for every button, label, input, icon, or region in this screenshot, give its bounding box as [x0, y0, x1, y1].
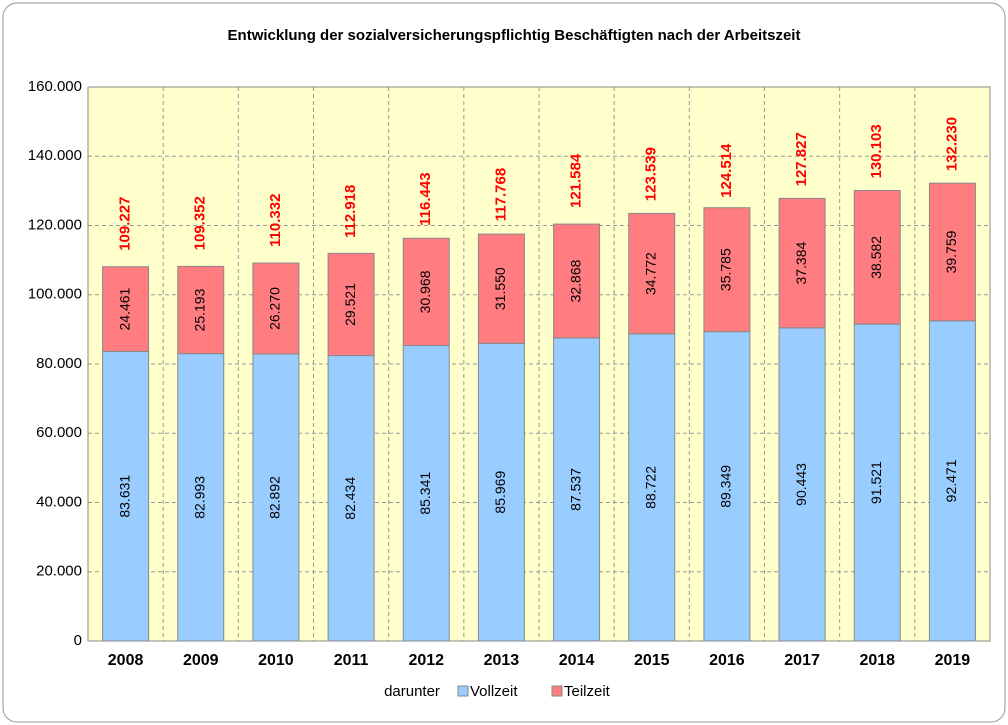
bar-segment [853, 190, 901, 325]
x-tick-label: 2015 [634, 652, 670, 669]
x-tick-label: 2019 [935, 652, 971, 669]
legend-swatch [551, 685, 563, 697]
total-label: 112.918 [342, 185, 359, 238]
legend-label: Vollzeit [470, 683, 518, 700]
total-label: 127.827 [793, 132, 810, 186]
total-label: 130.103 [868, 124, 885, 178]
data-label: 82.434 [342, 477, 358, 520]
data-label: 83.631 [116, 475, 132, 518]
bar-segment [928, 182, 976, 322]
plot-border [87, 86, 991, 642]
data-label: 82.892 [267, 476, 283, 519]
data-label: 90.443 [793, 463, 809, 506]
data-label: 31.550 [492, 267, 508, 310]
bar-segment [703, 331, 751, 642]
data-label: 39.759 [943, 230, 959, 273]
x-tick-label: 2018 [859, 652, 895, 669]
y-tick-label: 100.000 [28, 286, 82, 303]
y-tick-label: 20.000 [36, 563, 82, 580]
bar-segment [553, 337, 601, 642]
total-label: 117.768 [492, 168, 509, 221]
data-label: 88.722 [642, 466, 658, 509]
y-tick-label: 160.000 [28, 78, 82, 95]
data-label: 35.785 [718, 248, 734, 291]
data-label: 89.349 [718, 465, 734, 508]
total-label: 121.584 [568, 153, 585, 208]
x-tick-label: 2013 [484, 652, 520, 669]
bar-segment [402, 237, 450, 347]
bar-segment [553, 223, 601, 339]
x-tick-label: 2011 [334, 652, 369, 669]
legend-label: Teilzeit [564, 683, 611, 700]
data-label: 29.521 [342, 283, 358, 326]
x-tick-label: 2010 [258, 652, 294, 669]
y-tick-label: 140.000 [28, 147, 82, 164]
bar-segment [102, 350, 150, 642]
bar-segment [177, 353, 225, 642]
chart-title: Entwicklung der sozialversicherungspflic… [228, 27, 801, 44]
x-tick-label: 2017 [784, 652, 820, 669]
bar-segment [327, 355, 375, 642]
total-label: 124.514 [718, 143, 735, 198]
data-label: 32.868 [567, 259, 583, 302]
total-label: 109.227 [117, 197, 134, 251]
data-label: 91.521 [868, 461, 884, 504]
y-tick-label: 60.000 [36, 424, 82, 441]
data-label: 30.968 [417, 270, 433, 313]
x-tick-label: 2016 [709, 652, 745, 669]
bar-segment [252, 262, 300, 355]
data-label: 38.582 [868, 236, 884, 279]
bar-segment [477, 342, 525, 642]
data-label: 24.461 [116, 287, 132, 330]
y-tick-label: 80.000 [36, 355, 82, 372]
bar-segment [402, 345, 450, 642]
data-label: 85.969 [492, 471, 508, 514]
legend-swatch [457, 685, 469, 697]
x-tick-label: 2008 [108, 652, 144, 669]
bar-segment [778, 197, 826, 329]
data-label: 37.384 [793, 241, 809, 284]
bar-segment [703, 207, 751, 333]
data-label: 82.993 [191, 476, 207, 519]
total-label: 110.332 [267, 194, 284, 247]
y-tick-label: 0 [74, 632, 82, 649]
bar-segment [477, 233, 525, 344]
bar-segment [102, 266, 150, 352]
bar-segment [928, 320, 976, 642]
total-label: 116.443 [417, 172, 434, 225]
bar-segment [628, 212, 676, 335]
x-tick-label: 2014 [559, 652, 595, 669]
y-tick-label: 120.000 [28, 216, 82, 233]
data-label: 92.471 [943, 459, 959, 502]
bar-segment [778, 327, 826, 642]
bar-segment [177, 265, 225, 355]
total-label: 123.539 [643, 147, 660, 201]
bar-segment [628, 333, 676, 642]
total-label: 132.230 [943, 117, 960, 171]
total-label: 109.352 [192, 196, 209, 250]
bar-segment [327, 252, 375, 357]
x-tick-label: 2009 [183, 652, 219, 669]
data-label: 87.537 [567, 468, 583, 511]
bar-segment [853, 323, 901, 642]
data-label: 85.341 [417, 472, 433, 515]
data-label: 25.193 [191, 288, 207, 331]
legend-title: darunter [384, 683, 440, 700]
x-tick-label: 2012 [408, 652, 444, 669]
y-tick-label: 40.000 [36, 493, 82, 510]
data-label: 26.270 [267, 287, 283, 330]
data-label: 34.772 [642, 252, 658, 295]
